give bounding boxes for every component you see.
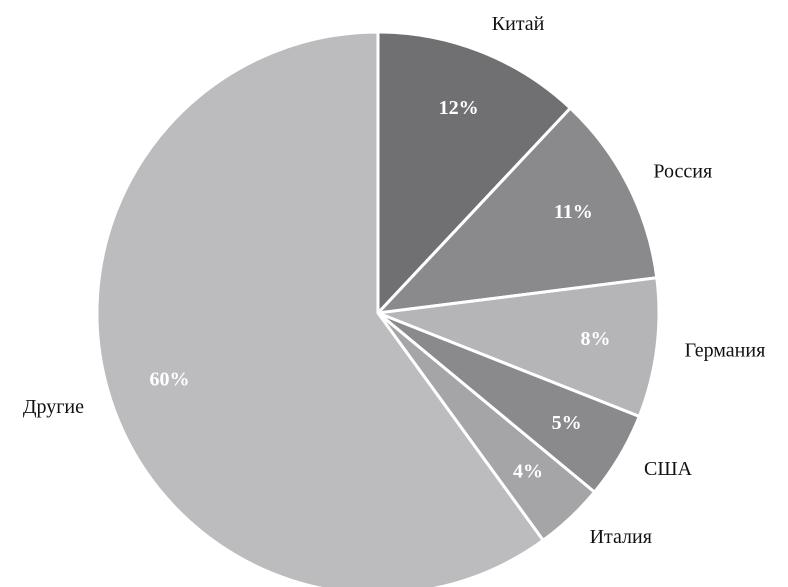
value-label: 60% [150,368,190,390]
category-label: Германия [685,339,766,361]
category-label: Италия [590,526,652,548]
value-label: 5% [552,412,582,434]
category-label: Другие [23,396,84,418]
pie-slice [95,30,546,587]
value-label: 4% [513,460,543,482]
value-label: 8% [580,328,610,350]
pie-slice [377,276,661,419]
value-label: 11% [554,201,593,223]
category-label: США [644,458,693,480]
value-label: 12% [439,97,479,119]
category-label: Россия [653,160,712,182]
pie-slice [374,106,659,316]
category-label: Китай [492,13,545,35]
pie-slice [376,30,573,317]
